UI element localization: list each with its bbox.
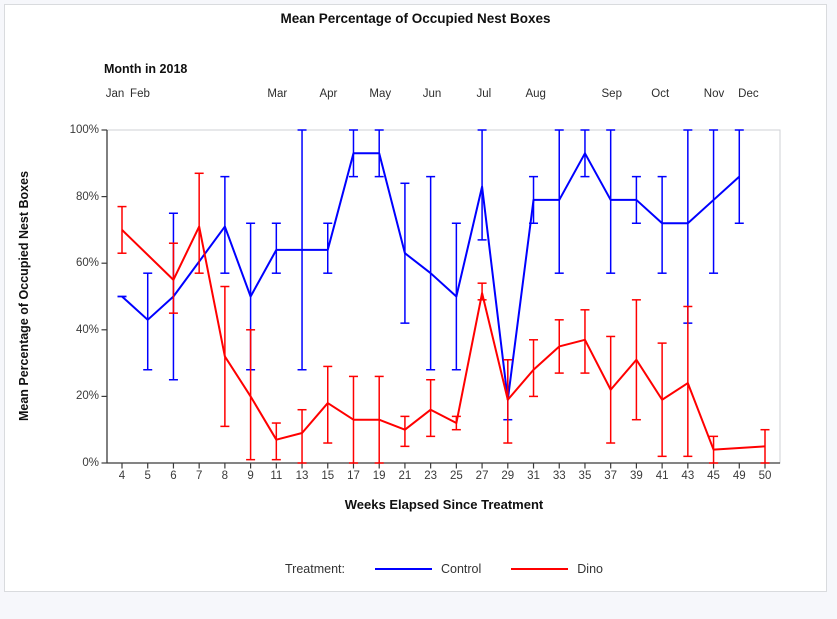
x-tick-label: 23 <box>424 470 438 482</box>
x-tick-label: 39 <box>629 470 643 482</box>
y-tick-label: 80% <box>75 190 99 203</box>
x-tick-label: 17 <box>347 470 360 482</box>
x-tick-label: 5 <box>144 470 151 482</box>
month-label-oct: Oct <box>651 88 670 100</box>
x-axis-title: Weeks Elapsed Since Treatment <box>344 497 544 512</box>
x-tick-label: 9 <box>247 470 254 482</box>
legend-label-dino: Dino <box>577 562 603 576</box>
x-tick-label: 8 <box>221 470 229 482</box>
legend-line-sample-control <box>374 568 432 570</box>
month-label-feb: Feb <box>130 88 150 100</box>
x-tick-label: 27 <box>475 470 489 482</box>
y-tick-label: 40% <box>75 323 99 336</box>
month-label-jul: Jul <box>476 88 492 100</box>
y-tick-label: 0% <box>82 457 99 469</box>
y-tick-label: 100% <box>69 124 99 136</box>
x-tick-label: 35 <box>578 470 592 482</box>
chart-title: Mean Percentage of Occupied Nest Boxes <box>280 11 551 26</box>
y-tick-label: 20% <box>75 390 99 403</box>
x-tick-label: 29 <box>501 470 515 482</box>
x-tick-label: 49 <box>732 470 746 482</box>
series-line-control <box>121 152 740 401</box>
month-label-mar: Mar <box>267 88 288 100</box>
legend: Treatment: Control Dino <box>107 558 781 580</box>
y-tick-label: 60% <box>75 257 99 270</box>
month-label-jan: Jan <box>105 88 125 100</box>
month-label-dec: Dec <box>738 88 759 100</box>
legend-label-control: Control <box>440 562 482 576</box>
x-tick-label: 45 <box>707 470 720 482</box>
plot-frame <box>106 129 781 464</box>
month-label-apr: Apr <box>319 88 338 100</box>
x-tick-label: 21 <box>398 470 412 482</box>
month-label-jun: Jun <box>422 88 442 100</box>
x-tick-label: 41 <box>655 470 669 482</box>
x-tick-label: 43 <box>681 470 695 482</box>
x-tick-label: 6 <box>170 470 177 482</box>
x-tick-label: 31 <box>527 470 540 482</box>
x-tick-label: 15 <box>321 470 335 482</box>
month-label-aug: Aug <box>525 88 546 100</box>
x-tick-label: 4 <box>118 470 126 482</box>
plot-area <box>101 129 781 469</box>
x-tick-label: 33 <box>552 470 566 482</box>
y-axis-title: Mean Percentage of Occupied Nest Boxes <box>17 170 31 422</box>
legend-title: Treatment: <box>285 562 345 576</box>
x-tick-label: 37 <box>604 470 618 482</box>
x-tick-label: 11 <box>270 470 283 482</box>
top-axis-title: Month in 2018 <box>104 62 188 76</box>
x-tick-label: 13 <box>295 470 309 482</box>
chart-container <box>4 4 827 592</box>
x-tick-label: 7 <box>195 470 203 482</box>
x-tick-label: 19 <box>372 470 386 482</box>
x-tick-label: 25 <box>449 470 463 482</box>
month-label-nov: Nov <box>703 88 725 100</box>
month-label-sep: Sep <box>601 88 622 100</box>
month-label-may: May <box>369 88 392 100</box>
legend-line-sample-dino <box>511 568 569 570</box>
series-line-dino <box>121 225 766 451</box>
x-tick-label: 50 <box>758 470 772 482</box>
